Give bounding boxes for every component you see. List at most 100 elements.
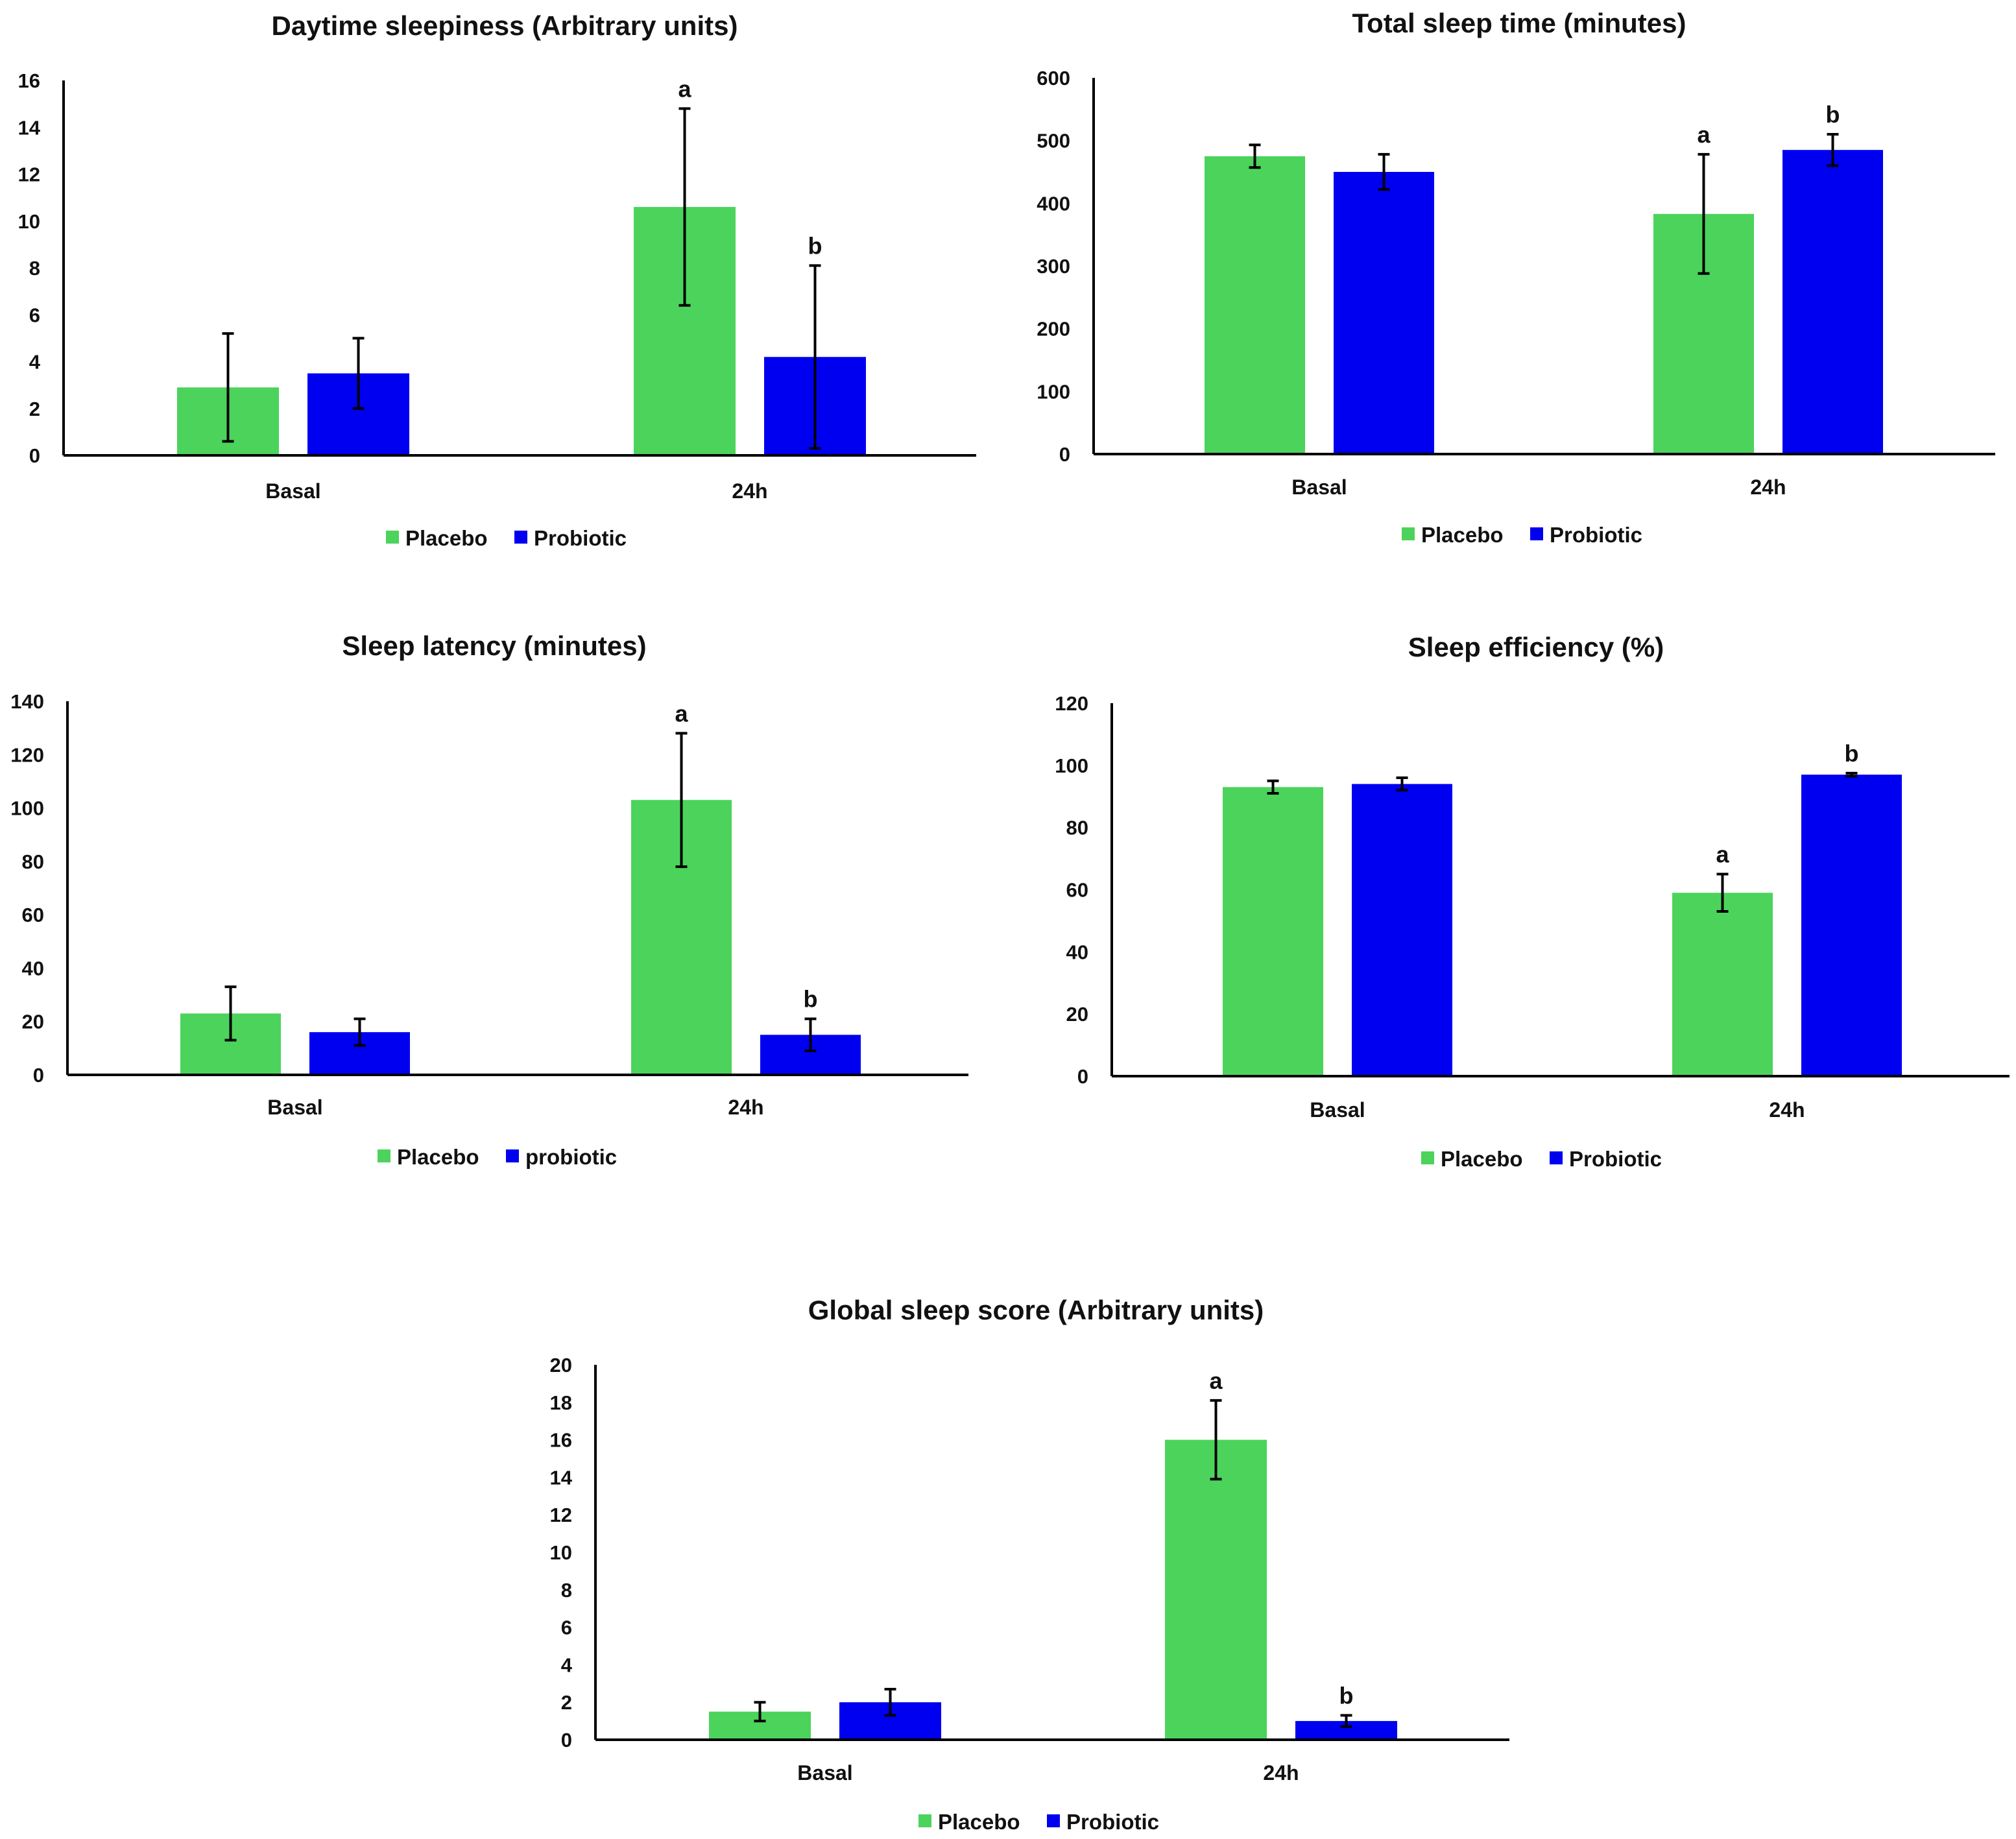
legend-label: Probiotic	[1066, 1810, 1159, 1834]
chart-panel-2: Total sleep time (minutes) 0 100 200 300 400 5…	[1037, 8, 1995, 547]
x-tick-label: 24h	[728, 1096, 763, 1119]
error-bar	[804, 1017, 817, 1052]
x-tick-label: Basal	[797, 1761, 852, 1785]
x-tick-label: 24h	[1769, 1098, 1805, 1122]
chart-panel-4: Sleep efficiency (%) 0 20 40 60 80 100 120 a b Bas…	[1055, 632, 2010, 1171]
bar-placebo-basal	[1223, 787, 1323, 1076]
y-tick-label: 8	[561, 1579, 572, 1602]
y-tick-label: 6	[561, 1617, 572, 1639]
y-tick-label: 120	[1055, 692, 1088, 715]
chart-title: Total sleep time (minutes)	[1352, 8, 1686, 38]
bar-placebo-24h	[1165, 1439, 1267, 1740]
legend-swatch-placebo	[386, 531, 399, 544]
y-tick-label: 120	[10, 743, 44, 766]
error-bar	[1267, 779, 1279, 795]
significance-label: b	[1826, 101, 1840, 128]
legend: Placebo Probiotic	[918, 1810, 1159, 1834]
y-tick-label: 2	[561, 1691, 572, 1714]
legend-swatch-probiotic	[1550, 1151, 1563, 1164]
y-tick-label: 0	[1077, 1065, 1088, 1088]
error-bar	[1396, 776, 1408, 792]
y-tick-label: 0	[1059, 443, 1070, 466]
y-tick-label: 400	[1037, 192, 1070, 215]
significance-label: b	[1845, 740, 1859, 767]
y-tick-label: 16	[550, 1429, 572, 1452]
significance-label: a	[675, 700, 688, 727]
error-bar	[1845, 771, 1858, 778]
error-bar	[675, 732, 688, 869]
error-bar	[884, 1687, 896, 1717]
x-tick-label: Basal	[267, 1096, 322, 1119]
error-bar	[224, 985, 237, 1042]
legend-label: Probiotic	[534, 526, 627, 550]
y-tick-label: 60	[1066, 879, 1088, 902]
bar-probiotic-24h	[1782, 150, 1883, 454]
legend-label: Placebo	[405, 526, 488, 550]
error-bar	[222, 332, 234, 443]
error-bar	[1249, 143, 1261, 169]
legend-label: Placebo	[397, 1145, 479, 1169]
x-tick-label: Basal	[1291, 475, 1347, 499]
chart-title: Sleep efficiency (%)	[1408, 632, 1664, 662]
legend: Placebo Probiotic	[386, 526, 627, 550]
y-tick-label: 0	[561, 1729, 572, 1751]
y-tick-label: 14	[18, 116, 41, 139]
legend-swatch-probiotic	[1047, 1814, 1060, 1827]
y-tick-label: 20	[550, 1354, 572, 1376]
y-tick-label: 16	[18, 69, 40, 92]
legend: Placebo Probiotic	[1402, 523, 1642, 547]
legend-label: Placebo	[1421, 523, 1504, 547]
significance-label: a	[1697, 121, 1710, 148]
error-bar	[1698, 152, 1710, 275]
y-tick-label: 0	[29, 444, 40, 467]
y-tick-label: 10	[550, 1541, 572, 1564]
legend-swatch-placebo	[918, 1814, 931, 1827]
y-tick-label: 200	[1037, 318, 1070, 341]
chart-title: Sleep latency (minutes)	[342, 631, 646, 661]
significance-label: a	[1716, 841, 1729, 868]
y-tick-label: 80	[22, 850, 44, 873]
y-tick-label: 6	[29, 304, 40, 326]
y-tick-label: 60	[22, 904, 44, 926]
y-tick-label: 100	[1037, 380, 1070, 403]
x-tick-label: 24h	[1263, 1761, 1299, 1785]
error-bar	[1340, 1714, 1352, 1728]
y-tick-label: 4	[561, 1653, 573, 1676]
x-tick-label: 24h	[1750, 475, 1786, 499]
error-bar	[352, 337, 365, 410]
y-tick-label: 40	[22, 957, 44, 980]
y-tick-label: 100	[10, 797, 44, 820]
y-tick-label: 2	[29, 398, 40, 420]
chart-title: Global sleep score (Arbitrary units)	[808, 1295, 1264, 1325]
y-tick-label: 12	[550, 1504, 572, 1526]
error-bar	[809, 264, 821, 450]
y-tick-label: 4	[29, 351, 41, 374]
y-tick-label: 140	[10, 690, 44, 713]
legend-swatch-placebo	[1402, 527, 1415, 540]
chart-panel-3: Sleep latency (minutes) 0 20 40 60 80 100 120 14…	[10, 631, 968, 1169]
legend-swatch-probiotic	[1530, 527, 1543, 540]
error-bar	[1210, 1399, 1222, 1481]
error-bar	[1378, 152, 1390, 191]
x-tick-label: 24h	[732, 479, 767, 503]
error-bar	[1716, 872, 1729, 913]
significance-label: b	[808, 232, 822, 259]
y-tick-label: 14	[550, 1466, 573, 1489]
legend-swatch-probiotic	[506, 1149, 519, 1162]
y-tick-label: 80	[1066, 817, 1088, 839]
y-tick-label: 600	[1037, 67, 1070, 90]
bar-probiotic-basal	[1334, 172, 1434, 454]
legend-label: Probiotic	[1569, 1147, 1662, 1171]
legend-swatch-placebo	[378, 1149, 390, 1162]
significance-label: a	[1209, 1367, 1223, 1394]
error-bar	[678, 107, 691, 307]
y-tick-label: 0	[33, 1064, 44, 1087]
y-tick-label: 100	[1055, 754, 1088, 777]
legend-swatch-placebo	[1421, 1151, 1434, 1164]
bar-placebo-basal	[1205, 156, 1305, 455]
legend-swatch-probiotic	[514, 531, 527, 544]
bar-placebo-24h	[1672, 893, 1773, 1076]
significance-label: b	[1339, 1682, 1354, 1709]
significance-label: a	[678, 75, 691, 102]
